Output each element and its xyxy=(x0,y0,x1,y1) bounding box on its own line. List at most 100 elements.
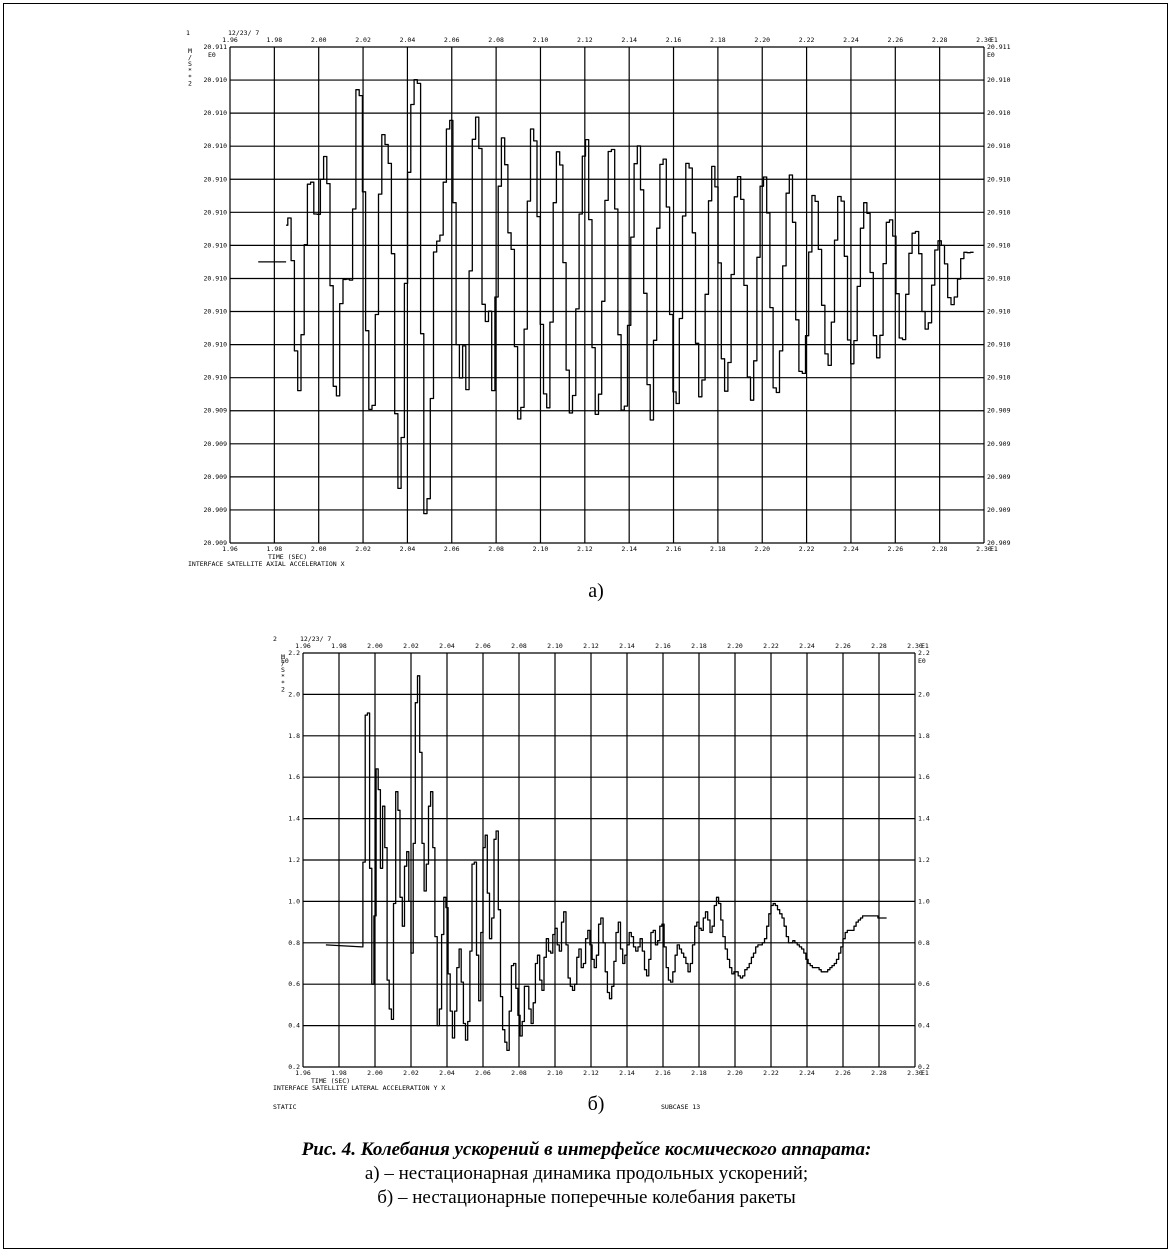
y-tick-label-left: 20.910 xyxy=(204,374,228,382)
x-tick-label-top: 2.12 xyxy=(583,642,599,650)
y-tick-label-right: 2.2 xyxy=(918,649,930,657)
y-unit-label-char: * xyxy=(188,73,192,81)
x-axis-label: TIME (SEC) xyxy=(268,553,307,561)
x-tick-label-top: 2.28 xyxy=(932,36,948,44)
y-tick-label-right: 0.2 xyxy=(918,1063,930,1071)
y-unit-label-char: * xyxy=(281,679,285,687)
plot-index: 2 xyxy=(273,635,277,643)
y-tick-label-left: 20.910 xyxy=(204,175,228,183)
y-tick-label-left: 0.4 xyxy=(288,1022,300,1030)
x-tick-label-bottom: 2.12 xyxy=(583,1069,599,1077)
y-unit-label-char: M xyxy=(281,653,285,661)
y-tick-label-right: 20.909 xyxy=(987,473,1011,481)
x-tick-label-top: 2.22 xyxy=(763,642,779,650)
x-tick-label-bottom: 2.04 xyxy=(439,1069,455,1077)
x-tick-label-bottom: 1.96 xyxy=(222,545,238,553)
x-tick-label-bottom: 2.10 xyxy=(533,545,549,553)
x-tick-label-top: 2.12 xyxy=(577,36,593,44)
x-tick-label-top: 1.96 xyxy=(222,36,238,44)
x-tick-label-top: 2.08 xyxy=(488,36,504,44)
x-tick-label-top: 2.20 xyxy=(727,642,743,650)
x-tick-label-top: 2.16 xyxy=(666,36,682,44)
x-tick-label-bottom: 2.08 xyxy=(511,1069,527,1077)
x-tick-label-top: 2.22 xyxy=(799,36,815,44)
x-tick-label-top: 2.00 xyxy=(367,642,383,650)
caption-title: Рис. 4. Колебания ускорений в интерфейсе… xyxy=(301,1139,872,1160)
x-tick-label-top: 2.14 xyxy=(621,36,637,44)
x-tick-label-bottom: 2.14 xyxy=(621,545,637,553)
y-tick-label-right: 20.910 xyxy=(987,308,1011,316)
x-exponent-label-top: E1 xyxy=(990,36,998,44)
y-unit-label-char: M xyxy=(188,47,192,55)
x-tick-label-top: 2.18 xyxy=(691,642,707,650)
x-tick-label-bottom: 2.26 xyxy=(887,545,903,553)
x-tick-label-top: 2.24 xyxy=(799,642,815,650)
x-tick-label-bottom: 2.16 xyxy=(666,545,682,553)
y-tick-label-right: 20.910 xyxy=(987,374,1011,382)
y-tick-label-right: 20.911 xyxy=(987,43,1011,51)
y-tick-label-left: 20.910 xyxy=(204,274,228,282)
y-tick-label-left: 20.910 xyxy=(204,142,228,150)
x-tick-label-bottom: 2.20 xyxy=(727,1069,743,1077)
x-tick-label-top: 2.18 xyxy=(710,36,726,44)
x-tick-label-top: 2.30 xyxy=(976,36,992,44)
footer-static: STATIC xyxy=(273,1103,297,1111)
y-tick-label-right: 1.0 xyxy=(918,897,930,905)
x-tick-label-top: 2.06 xyxy=(444,36,460,44)
y-tick-label-right: 1.6 xyxy=(918,773,930,781)
x-tick-label-bottom: 2.28 xyxy=(932,545,948,553)
y-tick-label-left: 20.910 xyxy=(204,241,228,249)
y-tick-label-right: 20.910 xyxy=(987,175,1011,183)
y-tick-label-right: 2.0 xyxy=(918,690,930,698)
caption-line-a: а) – нестационарная динамика продольных … xyxy=(364,1163,809,1184)
y-tick-label-left: 1.6 xyxy=(288,773,300,781)
x-tick-label-top: 2.04 xyxy=(439,642,455,650)
y-tick-label-right: 20.910 xyxy=(987,76,1011,84)
static-segment-line xyxy=(325,944,362,948)
y-unit-label-char: S xyxy=(281,666,285,674)
x-tick-label-bottom: 2.14 xyxy=(619,1069,635,1077)
y-tick-label-left: 0.6 xyxy=(288,980,300,988)
x-tick-label-top: 2.26 xyxy=(887,36,903,44)
y-tick-label-right: 20.909 xyxy=(987,539,1011,547)
y-tick-label-right: 0.8 xyxy=(918,939,930,947)
chart-axial-acceleration: 1.96 1.96 1.98 1.98 2.00 2.00 2.02 2.02 2.04 2.04… xyxy=(186,29,1011,568)
y-unit-label-char: * xyxy=(188,67,192,75)
x-tick-label-top: 1.98 xyxy=(267,36,283,44)
date-stamp: 12/23/ 7 xyxy=(300,635,331,643)
footer-subcase: SUBCASE 13 xyxy=(661,1103,700,1111)
x-tick-label-top: 2.08 xyxy=(511,642,527,650)
x-tick-label-bottom: 2.30 xyxy=(976,545,992,553)
x-tick-label-bottom: 2.10 xyxy=(547,1069,563,1077)
acceleration-series-line xyxy=(361,675,887,1052)
x-tick-label-top: 2.00 xyxy=(311,36,327,44)
x-tick-label-top: 2.14 xyxy=(619,642,635,650)
chart-title: INTERFACE SATELLITE LATERAL ACCELERATION… xyxy=(273,1084,445,1092)
x-tick-label-bottom: 2.30 xyxy=(907,1069,923,1077)
y-tick-label-right: 1.2 xyxy=(918,856,930,864)
plot-index: 1 xyxy=(186,29,190,37)
x-tick-label-bottom: 2.22 xyxy=(763,1069,779,1077)
x-tick-label-bottom: 1.96 xyxy=(295,1069,311,1077)
x-tick-label-top: 1.98 xyxy=(331,642,347,650)
y-exponent-label-left: E0 xyxy=(208,51,216,59)
x-tick-label-top: 2.02 xyxy=(403,642,419,650)
y-tick-label-right: 1.8 xyxy=(918,732,930,740)
x-tick-label-top: 2.16 xyxy=(655,642,671,650)
y-tick-label-right: 20.909 xyxy=(987,407,1011,415)
x-tick-label-bottom: 2.06 xyxy=(475,1069,491,1077)
y-tick-label-left: 20.909 xyxy=(204,440,228,448)
y-unit-label-char: * xyxy=(281,673,285,681)
x-tick-label-top: 2.30 xyxy=(907,642,923,650)
plot-grid xyxy=(302,652,916,1068)
y-tick-label-left: 0.8 xyxy=(288,939,300,947)
y-tick-label-right: 20.910 xyxy=(987,241,1011,249)
y-tick-label-right: 20.909 xyxy=(987,440,1011,448)
y-unit-label-char: 2 xyxy=(188,80,192,88)
x-tick-label-bottom: 2.00 xyxy=(367,1069,383,1077)
y-tick-label-left: 2.2 xyxy=(288,649,300,657)
x-exponent-label-bottom: E1 xyxy=(921,1069,929,1077)
y-tick-label-left: 20.910 xyxy=(204,341,228,349)
y-unit-label-char: S xyxy=(188,60,192,68)
y-tick-label-right: 0.4 xyxy=(918,1022,930,1030)
